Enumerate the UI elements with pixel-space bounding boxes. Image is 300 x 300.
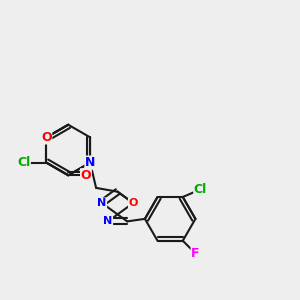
Text: Cl: Cl bbox=[194, 183, 207, 196]
Text: O: O bbox=[128, 198, 138, 208]
Text: O: O bbox=[41, 131, 52, 144]
Text: O: O bbox=[81, 169, 91, 182]
Text: N: N bbox=[97, 198, 106, 208]
Text: N: N bbox=[85, 156, 95, 169]
Text: Cl: Cl bbox=[17, 156, 30, 169]
Text: N: N bbox=[103, 216, 112, 226]
Text: F: F bbox=[191, 247, 200, 260]
